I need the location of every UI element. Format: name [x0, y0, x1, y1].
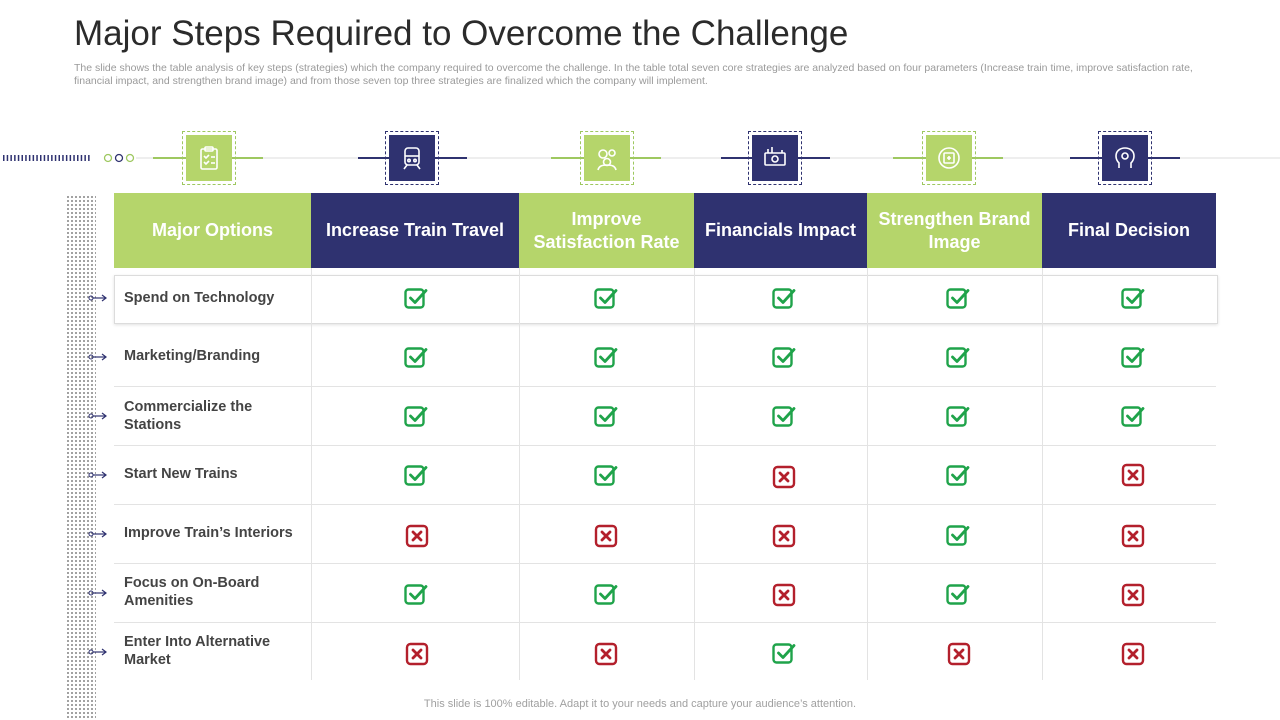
- row-arrow-icon: [88, 471, 107, 479]
- column-divider: [1042, 268, 1043, 680]
- cross-icon: [1120, 641, 1146, 667]
- check-icon: [1120, 344, 1146, 370]
- cross-icon: [404, 523, 430, 549]
- check-icon: [593, 344, 619, 370]
- cross-icon: [1120, 582, 1146, 608]
- check-icon: [403, 344, 429, 370]
- check-icon: [403, 285, 429, 311]
- dotted-side-bar: [66, 195, 96, 720]
- cross-icon: [771, 464, 797, 490]
- check-icon: [403, 462, 429, 488]
- col-header-satisfaction: Improve Satisfaction Rate: [519, 193, 694, 268]
- row-arrow-icon: [88, 648, 107, 656]
- row-arrow-icon: [88, 589, 107, 597]
- row-label: Focus on On-Board Amenities: [124, 575, 260, 609]
- col-header-financials: Financials Impact: [694, 193, 867, 268]
- money-icon: [748, 131, 802, 185]
- check-icon: [593, 581, 619, 607]
- column-divider: [867, 268, 868, 680]
- table-row: [114, 445, 1216, 505]
- row-label: Improve Train’s Interiors: [124, 525, 293, 541]
- table-row: [114, 563, 1216, 623]
- table-row: [114, 275, 1218, 324]
- row-label: Start New Trains: [124, 466, 238, 482]
- row-arrow-icon: [88, 294, 107, 302]
- check-icon: [771, 285, 797, 311]
- page-title: Major Steps Required to Overcome the Cha…: [74, 14, 849, 53]
- cross-icon: [771, 582, 797, 608]
- page-subtitle: The slide shows the table analysis of ke…: [74, 62, 1193, 87]
- row-label: Marketing/Branding: [124, 348, 261, 364]
- row-arrow-icon: [88, 353, 107, 361]
- col-header-travel: Increase Train Travel: [311, 193, 519, 268]
- row-label: Spend on Technology: [124, 290, 275, 306]
- cross-icon: [1120, 523, 1146, 549]
- cross-icon: [771, 523, 797, 549]
- row-arrow-icon: [88, 412, 107, 420]
- clipboard-icon: [182, 131, 236, 185]
- row-label: Commercialize the Stations: [124, 399, 253, 433]
- check-icon: [1120, 285, 1146, 311]
- check-icon: [945, 462, 971, 488]
- col-header-brand: Strengthen Brand Image: [867, 193, 1042, 268]
- col-header-decision: Final Decision: [1042, 193, 1216, 268]
- check-icon: [945, 285, 971, 311]
- brand-badge-icon: [922, 131, 976, 185]
- check-icon: [945, 522, 971, 548]
- check-icon: [593, 285, 619, 311]
- check-icon: [771, 403, 797, 429]
- row-arrow-icon: [88, 530, 107, 538]
- check-icon: [945, 403, 971, 429]
- table-row: [114, 327, 1216, 387]
- row-label: Enter Into Alternative Market: [124, 634, 271, 668]
- check-icon: [593, 462, 619, 488]
- train-icon: [385, 131, 439, 185]
- check-icon: [403, 581, 429, 607]
- check-icon: [1120, 403, 1146, 429]
- table-row: [114, 504, 1216, 564]
- cross-icon: [593, 523, 619, 549]
- check-icon: [945, 344, 971, 370]
- cross-icon: [404, 641, 430, 667]
- check-icon: [593, 403, 619, 429]
- col-header-options: Major Options: [114, 193, 311, 268]
- cross-icon: [1120, 462, 1146, 488]
- check-icon: [771, 640, 797, 666]
- check-icon: [403, 403, 429, 429]
- column-divider: [694, 268, 695, 680]
- table-row: [114, 386, 1216, 446]
- check-icon: [945, 581, 971, 607]
- decision-head-icon: [1098, 131, 1152, 185]
- cross-icon: [946, 641, 972, 667]
- cross-icon: [593, 641, 619, 667]
- gears-people-icon: [580, 131, 634, 185]
- column-divider: [311, 268, 312, 680]
- footer-note: This slide is 100% editable. Adapt it to…: [423, 698, 857, 710]
- check-icon: [771, 344, 797, 370]
- column-divider: [519, 268, 520, 680]
